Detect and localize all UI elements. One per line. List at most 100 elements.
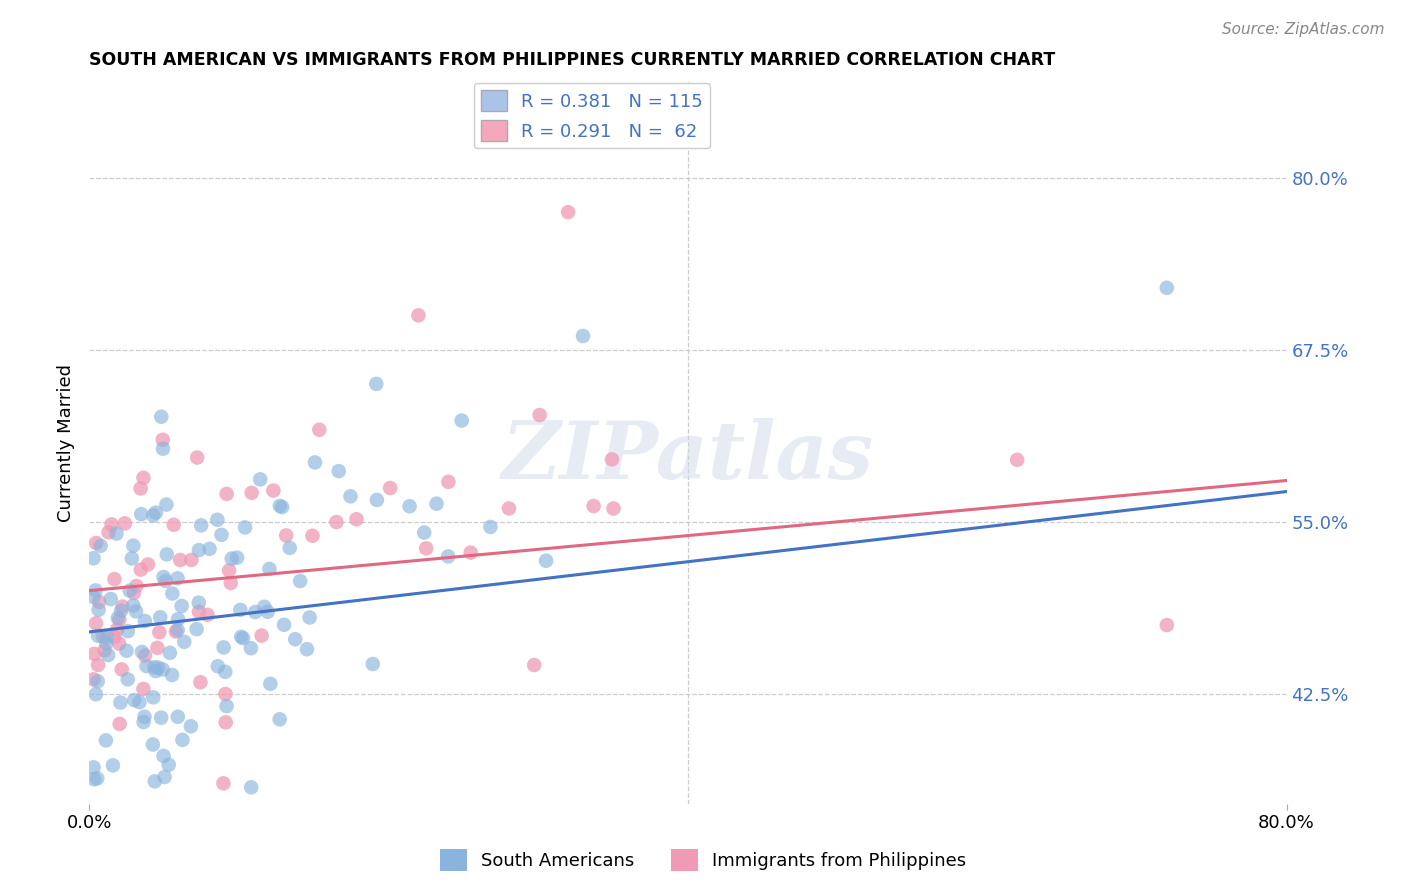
Point [93, 643, 115, 657]
Point [212, 776, 235, 790]
Point [167, 612, 190, 626]
Point [218, 563, 240, 577]
Point [328, 464, 350, 478]
Point [269, 712, 291, 726]
Point [156, 548, 179, 562]
Point [276, 528, 298, 542]
Point [122, 539, 145, 553]
Point [86, 772, 108, 786]
Point [239, 641, 262, 656]
Y-axis label: Currently Married: Currently Married [58, 364, 75, 522]
Point [166, 710, 188, 724]
Point [96, 636, 118, 650]
Point [134, 709, 156, 723]
Point [83, 772, 105, 787]
Point [160, 668, 183, 682]
Point [87, 657, 110, 672]
Point [214, 687, 236, 701]
Legend: South Americans, Immigrants from Philippines: South Americans, Immigrants from Philipp… [433, 842, 973, 879]
Text: Source: ZipAtlas.com: Source: ZipAtlas.com [1222, 22, 1385, 37]
Point [87, 603, 110, 617]
Point [398, 500, 420, 514]
Point [122, 586, 145, 600]
Point [152, 442, 174, 456]
Point [325, 515, 347, 529]
Point [115, 644, 138, 658]
Point [155, 498, 177, 512]
Point [117, 673, 139, 687]
Point [152, 570, 174, 584]
Point [97, 525, 120, 540]
Point [572, 329, 595, 343]
Point [142, 690, 165, 705]
Point [366, 376, 388, 391]
Point [169, 553, 191, 567]
Point [557, 205, 579, 219]
Point [600, 452, 623, 467]
Point [240, 780, 263, 795]
Point [190, 518, 212, 533]
Point [415, 541, 437, 556]
Point [108, 637, 131, 651]
Point [339, 489, 361, 503]
Point [148, 625, 170, 640]
Point [153, 770, 176, 784]
Point [602, 501, 624, 516]
Point [157, 757, 180, 772]
Point [215, 487, 238, 501]
Point [149, 610, 172, 624]
Point [125, 579, 148, 593]
Point [529, 408, 551, 422]
Point [207, 659, 229, 673]
Point [425, 497, 447, 511]
Point [155, 574, 177, 588]
Point [253, 599, 276, 614]
Point [188, 605, 211, 619]
Point [152, 433, 174, 447]
Point [212, 640, 235, 655]
Point [89, 595, 111, 609]
Point [166, 623, 188, 637]
Point [226, 550, 249, 565]
Point [114, 516, 136, 531]
Point [249, 472, 271, 486]
Point [111, 662, 134, 676]
Point [262, 483, 284, 498]
Point [136, 558, 159, 572]
Point [96, 630, 118, 644]
Point [118, 583, 141, 598]
Point [143, 660, 166, 674]
Point [288, 574, 311, 588]
Point [163, 517, 186, 532]
Point [103, 630, 125, 644]
Point [460, 546, 482, 560]
Point [101, 758, 124, 772]
Point [84, 687, 107, 701]
Point [278, 541, 301, 555]
Text: ZIPatlas: ZIPatlas [502, 418, 875, 496]
Point [1156, 281, 1178, 295]
Point [273, 617, 295, 632]
Point [84, 583, 107, 598]
Point [100, 592, 122, 607]
Point [450, 413, 472, 427]
Point [186, 450, 208, 465]
Text: SOUTH AMERICAN VS IMMIGRANTS FROM PHILIPPINES CURRENTLY MARRIED CORRELATION CHAR: SOUTH AMERICAN VS IMMIGRANTS FROM PHILIP… [89, 51, 1056, 69]
Point [240, 486, 263, 500]
Point [108, 717, 131, 731]
Point [479, 520, 502, 534]
Point [308, 423, 330, 437]
Point [250, 629, 273, 643]
Point [145, 506, 167, 520]
Point [378, 481, 401, 495]
Point [86, 674, 108, 689]
Point [146, 660, 169, 674]
Point [271, 500, 294, 514]
Point [117, 624, 139, 639]
Point [207, 513, 229, 527]
Point [125, 604, 148, 618]
Point [165, 624, 187, 639]
Point [132, 715, 155, 730]
Point [129, 482, 152, 496]
Point [121, 551, 143, 566]
